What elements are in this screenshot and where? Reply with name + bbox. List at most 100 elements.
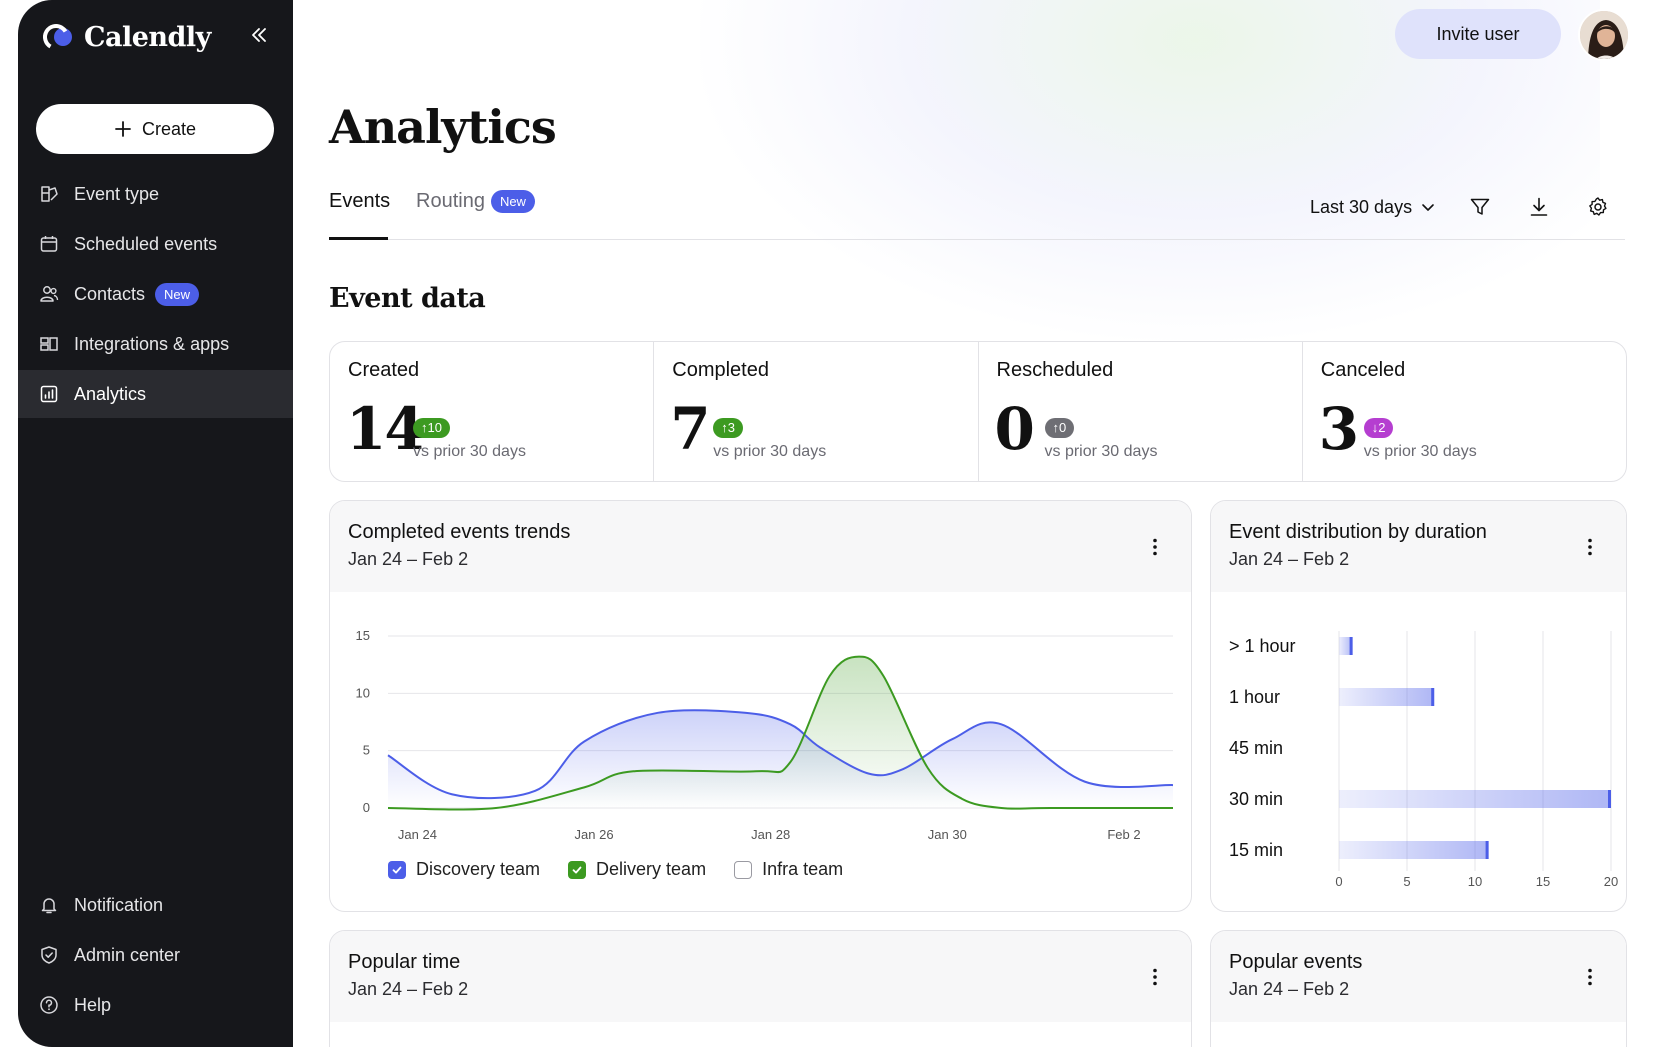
stat-completed: Completed 7 ↑3 vs prior 30 days xyxy=(654,342,979,481)
stat-comparison: vs prior 30 days xyxy=(1044,443,1158,460)
bar xyxy=(1339,790,1611,808)
stat-created: Created 14 ↑10 vs prior 30 days xyxy=(330,342,655,481)
x-tick-label: 5 xyxy=(1403,874,1410,889)
sidebar-item-admin-center[interactable]: Admin center xyxy=(18,931,293,979)
series-line xyxy=(387,655,1174,811)
y-tick-label: 10 xyxy=(356,685,370,700)
date-range-select[interactable]: Last 30 days xyxy=(1310,197,1436,218)
analytics-icon xyxy=(38,383,60,405)
sidebar-item-help[interactable]: Help xyxy=(18,981,293,1029)
download-button[interactable] xyxy=(1524,192,1554,222)
legend-label: Delivery team xyxy=(596,859,707,879)
stat-label: Rescheduled xyxy=(996,359,1114,381)
card-subtitle: Jan 24 – Feb 2 xyxy=(348,549,469,569)
bar xyxy=(1339,841,1489,859)
kebab-menu-icon xyxy=(1588,538,1592,556)
new-badge: New xyxy=(155,282,200,306)
card-header: Event distribution by duration Jan 24 – … xyxy=(1211,501,1626,592)
x-tick-label: 0 xyxy=(1335,874,1342,889)
event-type-icon xyxy=(38,183,60,205)
bar-end-marker xyxy=(1485,841,1489,859)
checkbox-checked[interactable] xyxy=(568,860,587,879)
create-label: Create xyxy=(141,118,197,139)
tab-routing[interactable]: Routing New xyxy=(416,190,535,240)
sidebar-nav: Event type Scheduled events Contacts New… xyxy=(18,170,293,420)
sidebar-item-integrations[interactable]: Integrations & apps xyxy=(18,320,293,368)
avatar[interactable] xyxy=(1578,9,1630,61)
y-tick-label: 15 xyxy=(356,628,370,643)
x-tick-label: Jan 28 xyxy=(751,827,790,842)
invite-user-button[interactable]: Invite user xyxy=(1395,9,1561,59)
create-button[interactable]: Create xyxy=(36,104,274,154)
collapse-sidebar-button[interactable] xyxy=(246,22,272,48)
stat-label: Canceled xyxy=(1320,359,1406,381)
card-menu-button[interactable] xyxy=(1580,535,1600,559)
sidebar-item-scheduled-events[interactable]: Scheduled events xyxy=(18,220,293,268)
completed-events-trends-card: Completed events trends Jan 24 – Feb 2 0… xyxy=(329,500,1192,912)
x-tick-label: 20 xyxy=(1604,874,1618,889)
sidebar-item-contacts[interactable]: Contacts New xyxy=(18,270,293,318)
chevron-down-icon xyxy=(1422,204,1434,211)
card-header: Completed events trends Jan 24 – Feb 2 xyxy=(330,501,1191,592)
category-label: > 1 hour xyxy=(1229,636,1296,656)
legend-label: Infra team xyxy=(762,859,844,879)
sidebar-item-event-type[interactable]: Event type xyxy=(18,170,293,218)
stat-comparison: vs prior 30 days xyxy=(1363,443,1477,460)
stat-change-badge: ↑10 xyxy=(413,418,450,438)
date-range-value: Last 30 days xyxy=(1310,196,1413,217)
y-tick-label: 0 xyxy=(363,800,370,815)
chart-legend: Discovery team Delivery team Infra team xyxy=(388,859,843,880)
new-badge: New xyxy=(490,190,535,213)
legend-infra-team[interactable]: Infra team xyxy=(734,859,843,880)
gear-icon xyxy=(1589,197,1607,216)
card-subtitle: Jan 24 – Feb 2 xyxy=(1229,979,1350,999)
card-menu-button[interactable] xyxy=(1145,535,1165,559)
filter-button[interactable] xyxy=(1465,192,1495,222)
trends-chart: 0 5 10 15 Jan 24 Jan 26 Jan 28 Jan 30 Feb 2 xyxy=(356,628,1174,842)
legend-label: Discovery team xyxy=(416,859,541,879)
double-chevron-left-icon xyxy=(252,28,266,42)
sidebar-item-analytics[interactable]: Analytics xyxy=(18,370,293,418)
download-icon xyxy=(1530,197,1548,216)
tab-events[interactable]: Events xyxy=(329,190,390,240)
card-title: Event distribution by duration xyxy=(1229,521,1487,543)
card-title: Popular time xyxy=(348,951,461,973)
stat-canceled: Canceled 3 ↓2 vs prior 30 days xyxy=(1303,342,1626,481)
check-icon xyxy=(392,866,402,873)
stats-panel: Created 14 ↑10 vs prior 30 days Complete… xyxy=(329,341,1627,482)
sidebar-item-label: Event type xyxy=(74,183,160,204)
sidebar-bottom-nav: Notification Admin center Help xyxy=(18,881,293,1031)
event-distribution-card: Event distribution by duration Jan 24 – … xyxy=(1210,500,1627,912)
popular-events-card: Popular events Jan 24 – Feb 2 xyxy=(1210,930,1627,1047)
settings-button[interactable] xyxy=(1583,192,1613,222)
stat-rescheduled: Rescheduled 0 ↑0 vs prior 30 days xyxy=(979,342,1303,481)
checkbox-checked[interactable] xyxy=(388,860,406,879)
legend-discovery-team[interactable]: Discovery team xyxy=(388,859,540,880)
stat-value: 3 xyxy=(1318,395,1359,463)
toolbar: Last 30 days xyxy=(1310,192,1613,222)
card-subtitle: Jan 24 – Feb 2 xyxy=(348,979,469,999)
stat-value: 0 xyxy=(994,395,1035,463)
stat-value: 7 xyxy=(670,395,710,463)
sidebar: Calendly Create Event type Scheduled eve… xyxy=(18,0,293,1047)
stat-change-badge: ↑3 xyxy=(713,418,743,438)
legend-delivery-team[interactable]: Delivery team xyxy=(568,859,706,880)
tab-bar: Events Routing New xyxy=(329,190,1625,240)
checkbox-unchecked[interactable] xyxy=(734,860,753,879)
x-tick-label: Jan 30 xyxy=(928,827,967,842)
card-menu-button[interactable] xyxy=(1145,965,1165,989)
x-tick-label: 15 xyxy=(1536,874,1550,889)
card-menu-button[interactable] xyxy=(1580,965,1600,989)
category-label: 1 hour xyxy=(1229,687,1280,707)
category-label: 45 min xyxy=(1229,738,1283,758)
sidebar-item-notification[interactable]: Notification xyxy=(18,881,293,929)
help-icon xyxy=(38,994,60,1016)
plus-icon xyxy=(115,121,131,137)
sidebar-item-label: Help xyxy=(74,994,112,1015)
bar xyxy=(1339,688,1435,706)
logo[interactable]: Calendly xyxy=(42,20,211,54)
x-tick-label: 10 xyxy=(1468,874,1482,889)
section-title: Event data xyxy=(329,283,486,314)
distribution-chart: 0 5 10 15 20 > 1 hour 1 hour 45 min 30 min 15 min xyxy=(1229,631,1618,889)
kebab-menu-icon xyxy=(1153,538,1157,556)
